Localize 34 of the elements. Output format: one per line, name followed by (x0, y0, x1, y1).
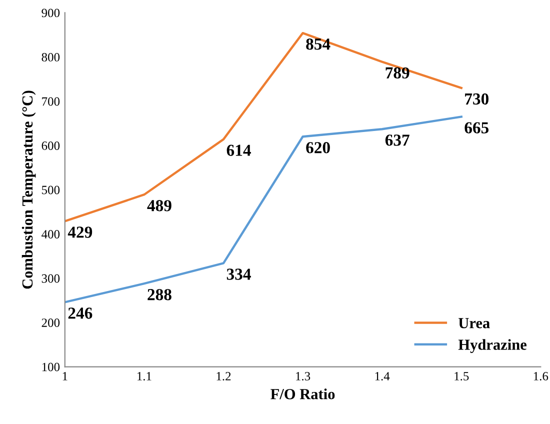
data-label: 334 (226, 268, 251, 280)
data-label: 489 (147, 200, 172, 212)
x-axis-title: F/O Ratio (270, 388, 335, 400)
y-tick-label: 200 (42, 318, 60, 327)
x-tick-label: 1.4 (375, 372, 390, 380)
data-label: 246 (68, 308, 92, 319)
data-label: 429 (68, 226, 92, 238)
x-tick-label: 1 (62, 372, 68, 380)
data-label: 789 (386, 67, 410, 79)
data-label: 637 (385, 134, 410, 146)
y-axis-title: Combustion Temperature (°C) (22, 90, 36, 289)
data-label: 665 (464, 122, 489, 134)
y-tick-label: 600 (42, 142, 60, 150)
y-tick-label: 100 (42, 362, 60, 372)
y-tick-label: 700 (42, 97, 60, 106)
data-label: 620 (306, 142, 330, 154)
x-tick-label: 1.5 (454, 372, 469, 380)
x-tick-label: 1.3 (296, 372, 310, 380)
y-tick-label: 900 (42, 8, 60, 18)
line-series (64, 116, 462, 304)
legend-label: Hydrazine (458, 339, 527, 354)
data-label: 730 (465, 93, 488, 105)
y-tick-label: 300 (42, 274, 60, 283)
data-label: 854 (306, 38, 330, 50)
x-tick-label: 1.2 (216, 372, 231, 380)
y-tick-label: 400 (42, 230, 60, 238)
x-tick-label: 1.6 (534, 372, 548, 380)
y-tick-label: 500 (42, 186, 60, 194)
legend-label: Urea (458, 318, 490, 328)
y-tick-label: 800 (42, 53, 60, 62)
data-label: 614 (226, 144, 251, 156)
x-tick-label: 1.1 (137, 372, 152, 380)
data-label: 288 (148, 288, 172, 300)
line-series (64, 32, 462, 222)
